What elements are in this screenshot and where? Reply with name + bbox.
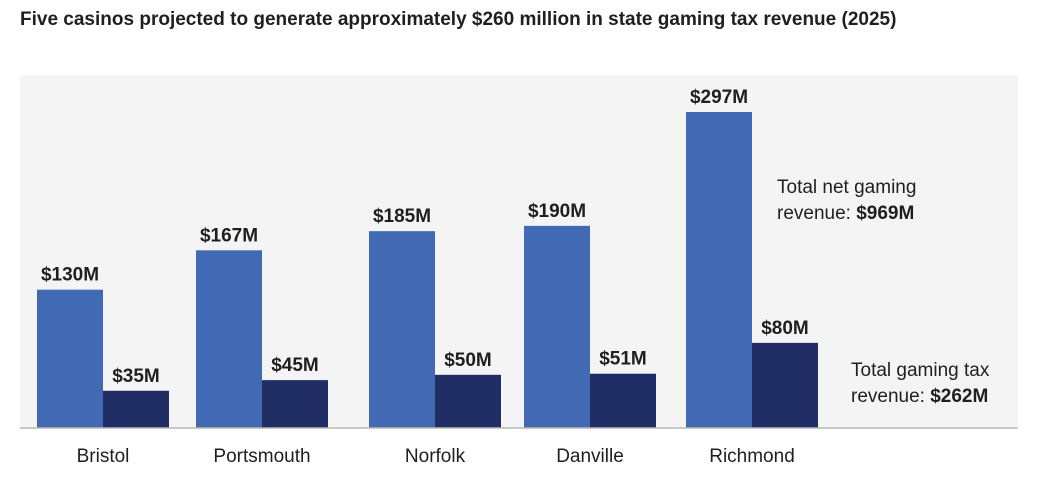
net-revenue-line2: revenue: $969M [777,201,916,227]
category-label-danville: Danville [556,446,624,467]
chart-title: Five casinos projected to generate appro… [20,9,897,30]
category-label-bristol: Bristol [77,446,130,467]
tax-revenue-line1: Total gaming tax [851,360,990,381]
net-revenue-annotation: Total net gaming revenue: $969M [777,175,916,227]
category-label-portsmouth: Portsmouth [213,446,310,467]
net-revenue-label-bristol: $130M [41,265,99,286]
net-revenue-bar-richmond [686,112,752,428]
net-revenue-bar-bristol [37,289,103,428]
tax-revenue-bar-richmond [752,342,818,428]
tax-revenue-bar-norfolk [435,374,501,428]
tax-revenue-label-danville: $51M [599,349,647,370]
net-revenue-prefix: revenue: [777,203,857,224]
bars-group [37,112,818,428]
tax-revenue-line2: revenue: $262M [851,384,989,410]
tax-revenue-bar-bristol [103,390,169,428]
net-revenue-bar-portsmouth [196,250,262,428]
net-revenue-line1: Total net gaming [777,177,917,198]
labels-group: $130M $35M Bristol $167M $45M Portsmouth $185M… [41,87,809,467]
net-revenue-label-norfolk: $185M [373,206,431,227]
tax-revenue-label-bristol: $35M [112,366,160,387]
net-revenue-total: $969M [856,203,915,224]
plot-background [20,75,1018,428]
category-label-richmond: Richmond [709,446,795,467]
tax-revenue-annotation: Total gaming tax revenue: $262M [851,358,989,410]
category-label-norfolk: Norfolk [405,446,466,467]
net-revenue-label-danville: $190M [528,201,586,222]
net-revenue-label-portsmouth: $167M [200,225,258,246]
tax-revenue-total: $262M [930,386,989,407]
tax-revenue-label-portsmouth: $45M [271,355,319,376]
net-revenue-bar-norfolk [369,231,435,428]
tax-revenue-bar-portsmouth [262,380,328,428]
net-revenue-label-richmond: $297M [690,87,748,108]
net-revenue-bar-danville [524,225,590,428]
tax-revenue-label-norfolk: $50M [444,350,492,371]
tax-revenue-label-richmond: $80M [761,318,809,339]
tax-revenue-bar-danville [590,373,656,428]
tax-revenue-prefix: revenue: [851,386,931,407]
